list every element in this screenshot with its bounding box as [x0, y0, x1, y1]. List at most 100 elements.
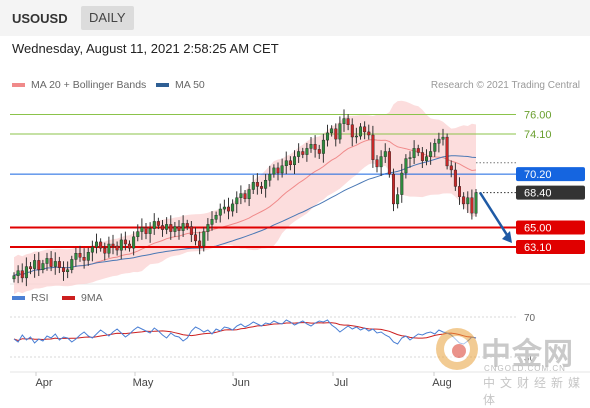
- chart-datetime: Wednesday, August 11, 2021 2:58:25 AM CE…: [12, 41, 279, 56]
- candle: [74, 252, 78, 260]
- candle: [123, 239, 127, 245]
- candle: [193, 234, 197, 242]
- candle: [445, 136, 449, 167]
- legend-ma50-label: MA 50: [175, 79, 205, 91]
- candle: [284, 160, 288, 166]
- candle: [412, 148, 416, 158]
- rsi-axis-label: 70: [524, 313, 536, 324]
- candle: [82, 257, 86, 261]
- candle: [466, 197, 470, 205]
- candle: [231, 203, 235, 212]
- candle: [276, 167, 280, 174]
- candle: [297, 151, 301, 157]
- candle: [29, 266, 33, 269]
- 9ma-swatch: [62, 296, 75, 300]
- candle: [148, 228, 152, 234]
- candle: [103, 247, 107, 254]
- candle: [321, 139, 325, 154]
- candle: [107, 243, 111, 254]
- level-box-65.00: [516, 220, 585, 235]
- legend-rsi-label: RSI: [31, 292, 49, 304]
- level-label-63.10: 63.10: [524, 242, 552, 254]
- date-label-apr: Apr: [35, 377, 52, 389]
- candle: [346, 118, 350, 125]
- candle: [462, 196, 466, 205]
- candle: [94, 241, 98, 248]
- candle: [280, 165, 284, 174]
- candle: [165, 224, 169, 230]
- candle: [78, 252, 82, 258]
- candle: [20, 270, 24, 279]
- level-label-68.40: 68.40: [524, 188, 552, 200]
- candle: [400, 172, 404, 195]
- forecast-arrow-head: [502, 231, 512, 244]
- rsi-line: [13, 319, 477, 345]
- candle: [293, 156, 297, 166]
- candle: [375, 159, 379, 168]
- candle: [288, 160, 292, 165]
- legend-ma20: MA 20 + Bollinger Bands: [12, 79, 146, 91]
- candle: [218, 208, 222, 216]
- period-tab[interactable]: DAILY: [81, 6, 134, 30]
- candle: [210, 219, 214, 225]
- candle: [45, 258, 49, 264]
- level-label-70.20: 70.20: [524, 169, 552, 181]
- candle: [425, 156, 429, 161]
- candle: [132, 236, 136, 249]
- candle: [115, 245, 119, 251]
- legend-ma50: MA 50: [156, 79, 205, 91]
- candle: [152, 221, 156, 229]
- candle: [260, 186, 264, 189]
- candle: [383, 151, 387, 157]
- candle: [441, 136, 445, 140]
- candle: [264, 179, 268, 189]
- date-label-jun: Jun: [232, 377, 250, 389]
- candle: [326, 132, 330, 141]
- candle: [272, 167, 276, 175]
- candle: [127, 243, 131, 249]
- candle: [408, 157, 412, 159]
- candle: [53, 261, 57, 267]
- ma50-swatch: [156, 83, 169, 87]
- candle: [206, 224, 210, 232]
- candle: [136, 231, 140, 237]
- candle: [309, 144, 313, 149]
- candle: [404, 158, 408, 174]
- candle: [49, 258, 53, 267]
- candle: [235, 197, 239, 205]
- candle: [37, 260, 41, 270]
- candle: [453, 169, 457, 187]
- candle: [371, 134, 375, 160]
- forecast-arrow: [478, 191, 511, 239]
- candle: [387, 151, 391, 175]
- candle: [33, 260, 37, 269]
- candle: [185, 223, 189, 227]
- candle: [57, 261, 61, 268]
- level-label-65.00: 65.00: [524, 223, 552, 235]
- candle: [181, 223, 185, 231]
- candle: [70, 259, 74, 270]
- candle: [474, 192, 478, 214]
- candle: [396, 194, 400, 205]
- candle: [144, 227, 148, 234]
- candle: [359, 126, 363, 137]
- ma50-line: [13, 155, 477, 277]
- date-label-may: May: [133, 377, 154, 389]
- candle: [305, 148, 309, 155]
- candle: [429, 151, 433, 157]
- candle: [160, 225, 164, 230]
- candle: [16, 270, 20, 277]
- candle: [437, 138, 441, 144]
- candle: [66, 269, 70, 273]
- level-box-70.20: [516, 167, 585, 182]
- candle: [111, 243, 115, 247]
- research-credit: Research © 2021 Trading Central: [430, 80, 580, 91]
- legend-9ma-label: 9MA: [81, 292, 103, 304]
- candle: [255, 182, 259, 187]
- candle: [226, 206, 230, 212]
- legend-rsi: RSI: [12, 292, 49, 304]
- watermark-tagline: 中文财经新媒体: [483, 376, 586, 407]
- candle: [392, 173, 396, 205]
- date-label-jul: Jul: [334, 377, 348, 389]
